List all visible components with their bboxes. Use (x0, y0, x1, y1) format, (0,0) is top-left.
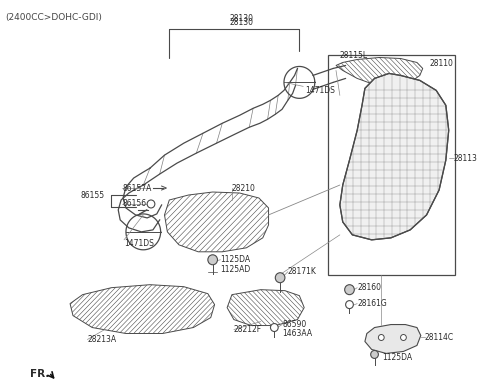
Text: 86155: 86155 (81, 191, 105, 200)
Text: 1471DS: 1471DS (124, 240, 154, 248)
Text: 28213A: 28213A (87, 335, 117, 344)
Text: 1125AD: 1125AD (220, 265, 251, 274)
Circle shape (345, 285, 354, 295)
Text: 28130: 28130 (229, 18, 253, 27)
Text: 28212F: 28212F (234, 325, 262, 334)
Text: 28160: 28160 (357, 283, 381, 292)
Circle shape (346, 301, 353, 309)
Circle shape (378, 334, 384, 341)
Text: 86157A: 86157A (122, 183, 152, 192)
Text: 28210: 28210 (232, 183, 256, 192)
Text: FR.: FR. (30, 369, 49, 379)
Polygon shape (365, 325, 421, 354)
Circle shape (400, 334, 407, 341)
Text: 28110: 28110 (430, 59, 454, 68)
Text: 28161G: 28161G (357, 299, 387, 308)
Circle shape (208, 255, 217, 265)
Circle shape (147, 200, 155, 208)
Text: (2400CC>DOHC-GDI): (2400CC>DOHC-GDI) (5, 13, 102, 22)
Text: 28114C: 28114C (425, 333, 454, 342)
Bar (328, 56, 456, 275)
Circle shape (276, 273, 285, 283)
Text: 1471DS: 1471DS (305, 86, 335, 95)
Text: 28113: 28113 (454, 154, 478, 163)
Text: 28171K: 28171K (288, 267, 317, 276)
Circle shape (371, 350, 378, 358)
Text: 86590: 86590 (282, 320, 306, 329)
Polygon shape (340, 73, 449, 240)
Text: 1125DA: 1125DA (220, 255, 251, 264)
Circle shape (270, 323, 278, 332)
Text: 86156: 86156 (122, 200, 146, 209)
Text: 28130: 28130 (229, 14, 253, 23)
Text: 1463AA: 1463AA (282, 329, 312, 338)
Text: 1125DA: 1125DA (382, 353, 412, 362)
Text: 28115L: 28115L (340, 51, 368, 60)
